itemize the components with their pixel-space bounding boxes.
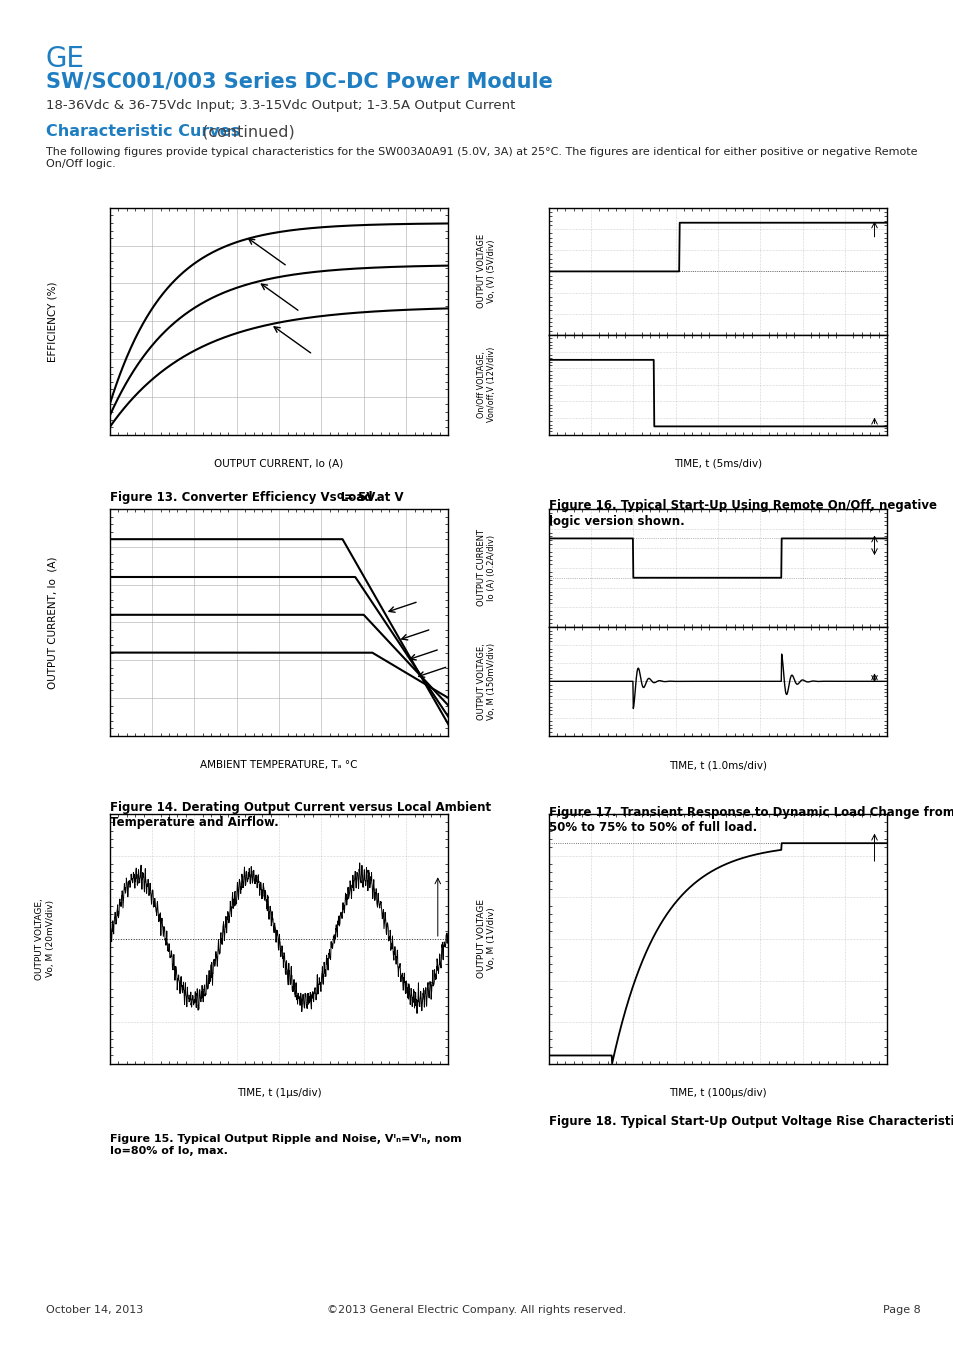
Text: Figure 15. Typical Output Ripple and Noise, Vᴵₙ=Vᴵₙ, nom
Io=80% of Io, max.: Figure 15. Typical Output Ripple and Noi…	[110, 1134, 461, 1156]
Text: AMBIENT TEMPERATURE, Tₐ °C: AMBIENT TEMPERATURE, Tₐ °C	[200, 760, 357, 770]
Text: October 14, 2013: October 14, 2013	[46, 1305, 143, 1315]
Text: ©2013 General Electric Company. All rights reserved.: ©2013 General Electric Company. All righ…	[327, 1305, 626, 1315]
Text: Figure 18. Typical Start-Up Output Voltage Rise Characteristic.: Figure 18. Typical Start-Up Output Volta…	[548, 1115, 953, 1129]
Text: EFFICIENCY (%): EFFICIENCY (%)	[48, 281, 57, 362]
Text: OUTPUT VOLTAGE,
Vo, M (20mV/div): OUTPUT VOLTAGE, Vo, M (20mV/div)	[35, 898, 54, 980]
Text: Page 8: Page 8	[882, 1305, 920, 1315]
Text: OUTPUT VOLTAGE
Vo, (V) (5V/div): OUTPUT VOLTAGE Vo, (V) (5V/div)	[476, 235, 496, 308]
Text: = 5V.: = 5V.	[344, 491, 378, 505]
Text: OUTPUT VOLTAGE
Vo, M (1V/div): OUTPUT VOLTAGE Vo, M (1V/div)	[476, 899, 496, 979]
Text: GE: GE	[46, 45, 85, 73]
Text: Figure 16. Typical Start-Up Using Remote On/Off, negative
logic version shown.: Figure 16. Typical Start-Up Using Remote…	[548, 500, 936, 528]
Text: Characteristic Curves: Characteristic Curves	[46, 124, 239, 139]
Text: TIME, t (1μs/div): TIME, t (1μs/div)	[236, 1088, 321, 1098]
Text: TIME, t (5ms/div): TIME, t (5ms/div)	[673, 459, 761, 468]
Text: Figure 17. Transient Response to Dynamic Load Change from
50% to 75% to 50% of f: Figure 17. Transient Response to Dynamic…	[548, 806, 953, 834]
Text: OUTPUT CURRENT
Io (A) (0.2A/div): OUTPUT CURRENT Io (A) (0.2A/div)	[476, 529, 496, 606]
Text: 18-36Vdc & 36-75Vdc Input; 3.3-15Vdc Output; 1-3.5A Output Current: 18-36Vdc & 36-75Vdc Input; 3.3-15Vdc Out…	[46, 99, 515, 112]
Text: Figure 14. Derating Output Current versus Local Ambient
Temperature and Airflow.: Figure 14. Derating Output Current versu…	[110, 801, 491, 829]
Text: Figure 13. Converter Efficiency Vs Load at V: Figure 13. Converter Efficiency Vs Load …	[110, 491, 403, 505]
Text: SW/SC001/003 Series DC-DC Power Module: SW/SC001/003 Series DC-DC Power Module	[46, 72, 552, 92]
Text: o: o	[336, 491, 343, 501]
Text: Data Sheet: Data Sheet	[716, 30, 809, 47]
Text: The following figures provide typical characteristics for the SW003A0A91 (5.0V, : The following figures provide typical ch…	[46, 147, 917, 169]
Text: OUTPUT CURRENT, Io  (A): OUTPUT CURRENT, Io (A)	[48, 556, 57, 688]
Text: TIME, t (100μs/div): TIME, t (100μs/div)	[668, 1088, 766, 1098]
Text: TIME, t (1.0ms/div): TIME, t (1.0ms/div)	[668, 760, 766, 770]
Text: OUTPUT CURRENT, Io (A): OUTPUT CURRENT, Io (A)	[214, 459, 343, 468]
Text: (continued): (continued)	[196, 124, 294, 139]
Text: On/Off VOLTAGE,
Von/off,V (12V/div): On/Off VOLTAGE, Von/off,V (12V/div)	[476, 347, 496, 423]
Text: OUTPUT VOLTAGE,
Vo, M (150mV/div): OUTPUT VOLTAGE, Vo, M (150mV/div)	[476, 643, 496, 720]
